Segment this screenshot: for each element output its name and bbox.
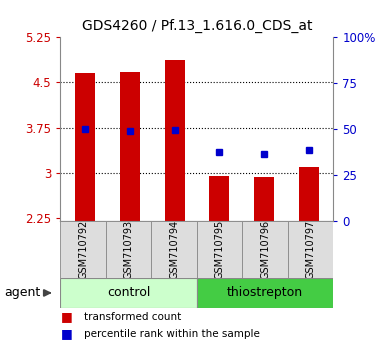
Text: thiostrepton: thiostrepton (227, 286, 303, 299)
FancyBboxPatch shape (60, 221, 106, 278)
Text: agent: agent (4, 286, 40, 299)
Text: GSM710796: GSM710796 (260, 220, 270, 279)
Title: GDS4260 / Pf.13_1.616.0_CDS_at: GDS4260 / Pf.13_1.616.0_CDS_at (82, 19, 312, 33)
FancyBboxPatch shape (243, 221, 288, 278)
Bar (75, 73, 95, 221)
FancyBboxPatch shape (60, 278, 197, 308)
Text: GSM710792: GSM710792 (78, 220, 88, 279)
FancyBboxPatch shape (288, 221, 333, 278)
Bar (299, 167, 319, 221)
Bar (165, 59, 184, 221)
FancyBboxPatch shape (106, 221, 151, 278)
Bar (120, 72, 140, 221)
Text: ■: ■ (60, 310, 72, 323)
Text: ■: ■ (60, 327, 72, 340)
Text: transformed count: transformed count (84, 312, 181, 322)
Bar (254, 177, 274, 221)
Text: GSM710794: GSM710794 (169, 220, 179, 279)
FancyBboxPatch shape (151, 221, 197, 278)
Bar (209, 176, 229, 221)
Text: GSM710793: GSM710793 (124, 220, 134, 279)
FancyBboxPatch shape (197, 278, 333, 308)
FancyBboxPatch shape (197, 221, 243, 278)
Text: GSM710795: GSM710795 (215, 220, 225, 279)
Text: percentile rank within the sample: percentile rank within the sample (84, 329, 260, 339)
Text: control: control (107, 286, 151, 299)
Text: GSM710797: GSM710797 (306, 220, 316, 279)
